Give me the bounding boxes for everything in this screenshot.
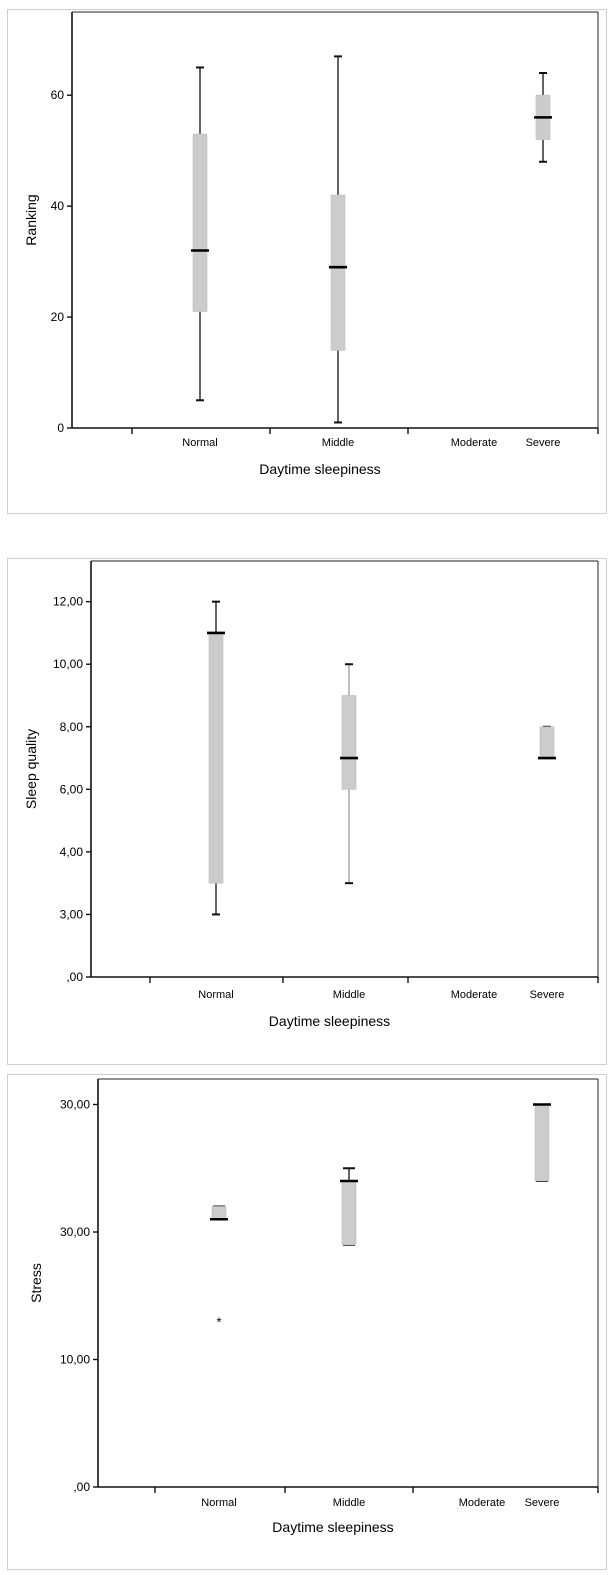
box-normal <box>192 133 208 312</box>
y-tick-label: 30,00 <box>60 1098 90 1112</box>
x-axis-title: Daytime sleepiness <box>259 461 380 477</box>
x-category-label: Normal <box>182 437 217 449</box>
chart-panel-stress: ,00 10,00 30,00 30,00 Normal Middle Moderate Se… <box>7 1074 607 1570</box>
x-category-label: Normal <box>201 1497 236 1509</box>
box-middle <box>341 695 357 790</box>
x-category-label: Middle <box>333 1497 365 1509</box>
y-tick-label: 8,00 <box>60 720 84 734</box>
x-category-label: Moderate <box>451 989 497 1001</box>
x-axis-title: Daytime sleepiness <box>272 1519 393 1535</box>
y-tick-label: 10,00 <box>53 657 83 671</box>
y-axis-title: Stress <box>28 1263 44 1303</box>
x-category-label: Severe <box>530 989 565 1001</box>
x-category-label: Severe <box>526 437 561 449</box>
y-tick-label: ,00 <box>66 970 83 984</box>
box-normal <box>208 632 224 884</box>
outlier-marker: * <box>216 1314 221 1329</box>
y-tick-label: 6,00 <box>60 782 84 796</box>
box-severe <box>539 726 555 759</box>
y-tick-label: 12,00 <box>53 595 83 609</box>
y-tick-label: 3,00 <box>60 907 84 921</box>
boxplot-sleep-quality: ,00 3,00 4,00 6,00 8,00 10,00 12,00 Normal Middl… <box>23 560 599 1029</box>
x-category-label: Severe <box>525 1497 560 1509</box>
chart-panel-sleep-quality: ,00 3,00 4,00 6,00 8,00 10,00 12,00 Normal Middl… <box>7 558 607 1065</box>
y-axis-title: Sleep quality <box>23 729 39 809</box>
y-tick-label: 40 <box>51 199 65 213</box>
box-middle <box>330 194 346 351</box>
y-tick-label: 20 <box>51 310 65 324</box>
x-category-label: Middle <box>333 989 365 1001</box>
box-middle <box>341 1180 357 1246</box>
y-axis-title: Ranking <box>23 194 39 245</box>
x-category-label: Moderate <box>451 437 497 449</box>
x-category-label: Normal <box>198 989 233 1001</box>
x-category-label: Moderate <box>459 1497 505 1509</box>
y-tick-label: 4,00 <box>60 845 84 859</box>
x-category-label: Middle <box>322 437 354 449</box>
box-normal <box>211 1206 227 1220</box>
box-severe <box>534 1104 550 1182</box>
y-tick-label: 10,00 <box>60 1353 90 1367</box>
y-tick-label: 0 <box>57 421 64 435</box>
x-axis-title: Daytime sleepiness <box>269 1013 390 1029</box>
boxplot-stress: ,00 10,00 30,00 30,00 Normal Middle Moderate Se… <box>28 1078 599 1535</box>
y-tick-label: ,00 <box>73 1480 90 1494</box>
y-tick-label: 60 <box>51 88 65 102</box>
y-tick-label: 30,00 <box>60 1225 90 1239</box>
chart-panel-ranking: 0 20 40 60 Normal Middle Moderate Severe Daytime… <box>7 9 607 514</box>
boxplot-ranking: 0 20 40 60 Normal Middle Moderate Severe Daytime… <box>23 11 599 477</box>
